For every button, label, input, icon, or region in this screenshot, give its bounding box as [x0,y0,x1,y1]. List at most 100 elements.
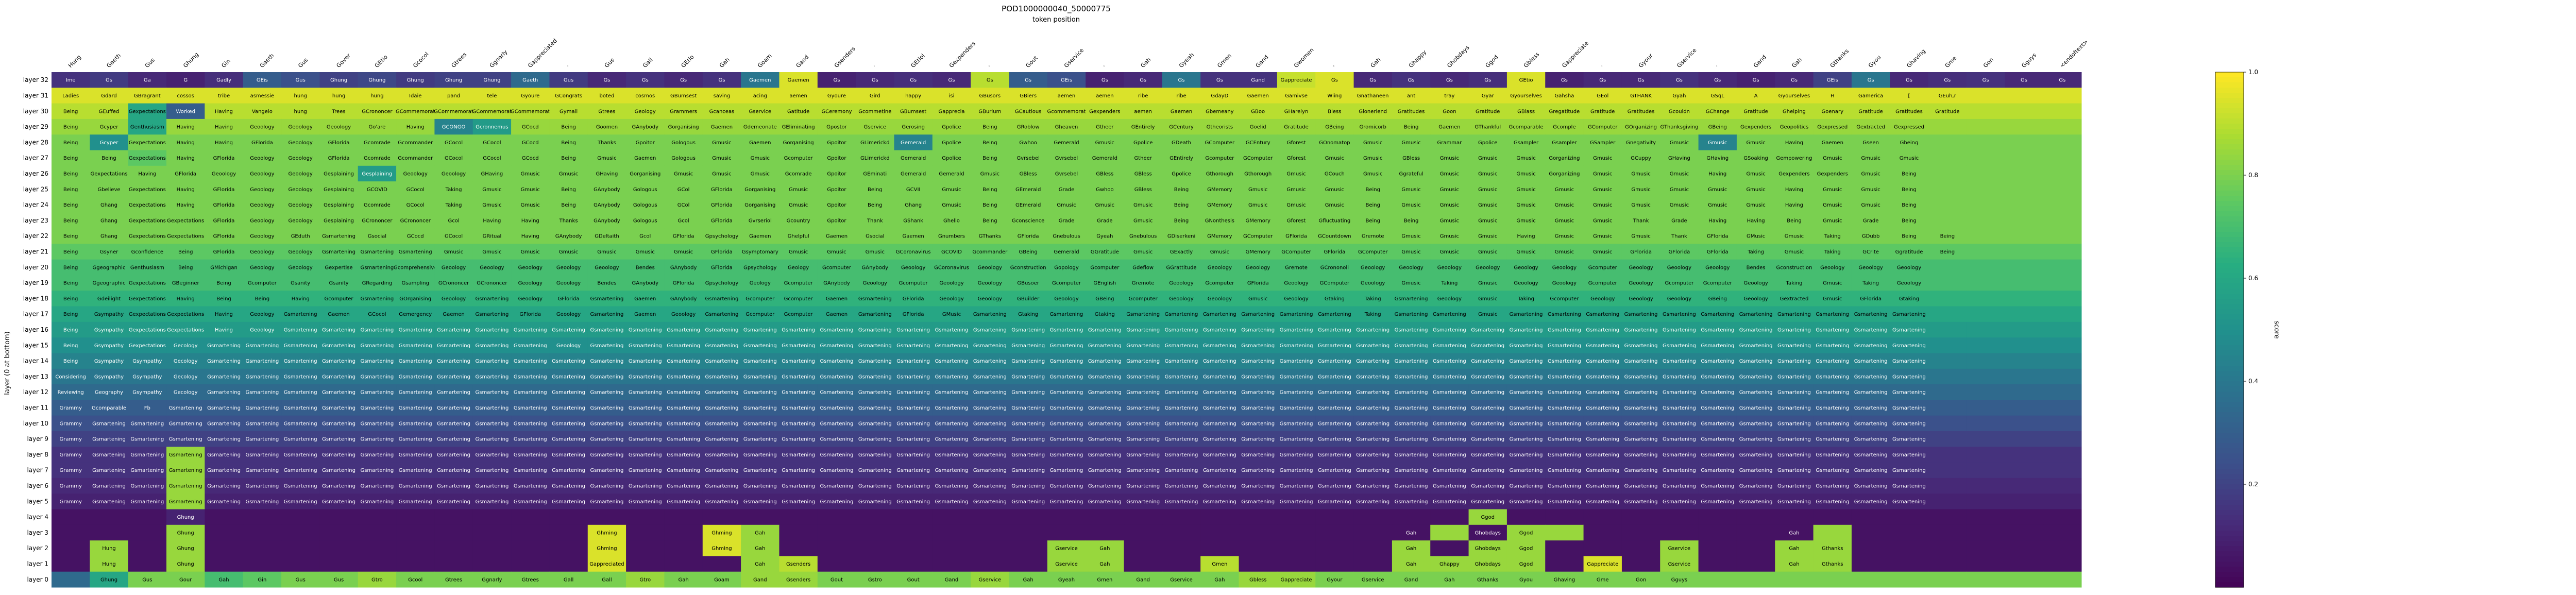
cell-label: Geoology [289,171,313,177]
heatmap-cell [1124,259,1163,276]
heatmap-cell [396,181,435,197]
cell-label: Gemerald [1054,140,1079,146]
cell-label: G [183,78,188,83]
cell-label: Gah [1789,546,1799,552]
heatmap-cell [281,134,320,151]
cell-label: Gcomprehensive [394,265,437,270]
cell-label: Gsmartening [360,359,394,364]
heatmap-cell [434,72,473,88]
cell-label: Go'are [368,125,385,130]
heatmap-cell [1009,259,1048,276]
cell-label: Gsmartening [1777,484,1811,489]
cell-label: Gmusic [1478,249,1497,255]
heatmap-cell [52,212,90,229]
cell-label: Gsmartening [1280,312,1313,317]
heatmap-cell [1813,181,1852,197]
heatmap-cell [1851,150,1890,166]
heatmap-cell [52,571,90,588]
cell-label: Gsmartening [514,328,547,333]
cell-label: Geoology [556,343,581,349]
cell-label: Gs [1484,78,1491,83]
heatmap-cell [1621,103,1660,120]
heatmap-cell [511,118,550,135]
cell-label: Gsmartening [1241,499,1275,505]
heatmap-cell [1162,150,1201,166]
cell-label: Gsanity [329,281,349,286]
cell-label: Gsmartening [1280,390,1313,396]
cell-label: Gsmartening [1548,343,1581,349]
cell-label: Gsmartening [1548,452,1581,458]
heatmap-cell [1392,181,1431,197]
cell-label: Gcommetine [858,109,891,114]
cell-label: Gtheer [1134,156,1152,161]
cell-label: Gempowering [1776,156,1812,161]
colorbar-segment [2215,443,2244,449]
heatmap-cell [281,165,320,182]
heatmap-cell [971,509,1009,525]
heatmap-cell [2005,524,2044,541]
cell-label: Gsmartening [782,499,815,505]
cell-label: Gsympathy [132,390,162,396]
cell-label: Gsmartening [1241,359,1275,364]
heatmap-cell [243,134,282,151]
cell-label: Gs [1025,78,1031,83]
cell-label: Gpolice [1172,171,1191,177]
heatmap-cell [166,118,205,135]
cell-label: Gconfidence [131,249,164,255]
cell-label: GEis [1061,78,1072,83]
heatmap-cell [2043,212,2082,229]
cell-label: Gsmartening [1050,499,1083,505]
heatmap-cell [1775,150,1814,166]
heatmap-cell [1966,291,2005,307]
heatmap-cell [434,150,473,166]
heatmap-cell [52,165,90,182]
heatmap-cell [1660,134,1699,151]
cell-label: GComputer [1320,281,1350,286]
heatmap-cell [1813,571,1852,588]
heatmap-cell [1506,134,1546,151]
heatmap-cell [1966,337,2005,353]
cell-label: Gbeing [1900,140,1919,146]
cell-label: Gsmartening [743,421,777,427]
heatmap-cell [626,88,665,104]
heatmap-cell [2043,431,2082,447]
cell-label: Goam [714,577,730,583]
heatmap-cell [1353,181,1393,197]
cell-label: Gatitude [787,109,809,114]
cell-label: acing [753,93,767,99]
cell-label: Gcomputer [899,281,928,286]
cell-label: Gecology [174,343,198,349]
cell-label: Gsmartening [1663,468,1696,473]
cell-label: Gs [1561,78,1568,83]
cell-label: Gsmartening [1356,328,1389,333]
cell-label: hung [332,93,345,99]
heatmap-cell [396,103,435,120]
cell-label: Gsanity [291,281,310,286]
heatmap-cell [1124,165,1163,182]
cell-label: Gsmartening [667,343,700,349]
cell-label: Ghelpful [788,234,809,240]
heatmap-cell [1200,228,1240,244]
heatmap-cell [817,524,856,541]
cell-label: Gsmartening [1892,328,1926,333]
cell-label: Gah [755,530,765,536]
cell-label: Bless [1328,109,1341,114]
cell-label: Gsmartening [1126,328,1160,333]
cell-label: Gpsychology [705,234,738,240]
heatmap-cell [1851,118,1890,135]
cell-label: Gsmartening [1777,437,1811,443]
cell-label: Gmusic [1478,296,1497,302]
heatmap-cell [1698,212,1737,229]
cell-label: Gsmartening [169,499,202,505]
cell-label: Gmusic [1708,140,1727,146]
heatmap-cell [2043,88,2082,104]
colorbar-segment [2215,113,2244,119]
heatmap-cell [1430,509,1469,525]
cell-label: Gvrsebel [1016,156,1039,161]
heatmap-cell [396,259,435,276]
cell-label: Geoology [289,249,313,255]
cell-label: GComputer [1358,249,1388,255]
cell-label: Having [177,140,195,146]
cell-label: Gsmartening [1280,452,1313,458]
cell-label: Gcouldn [1669,109,1690,114]
